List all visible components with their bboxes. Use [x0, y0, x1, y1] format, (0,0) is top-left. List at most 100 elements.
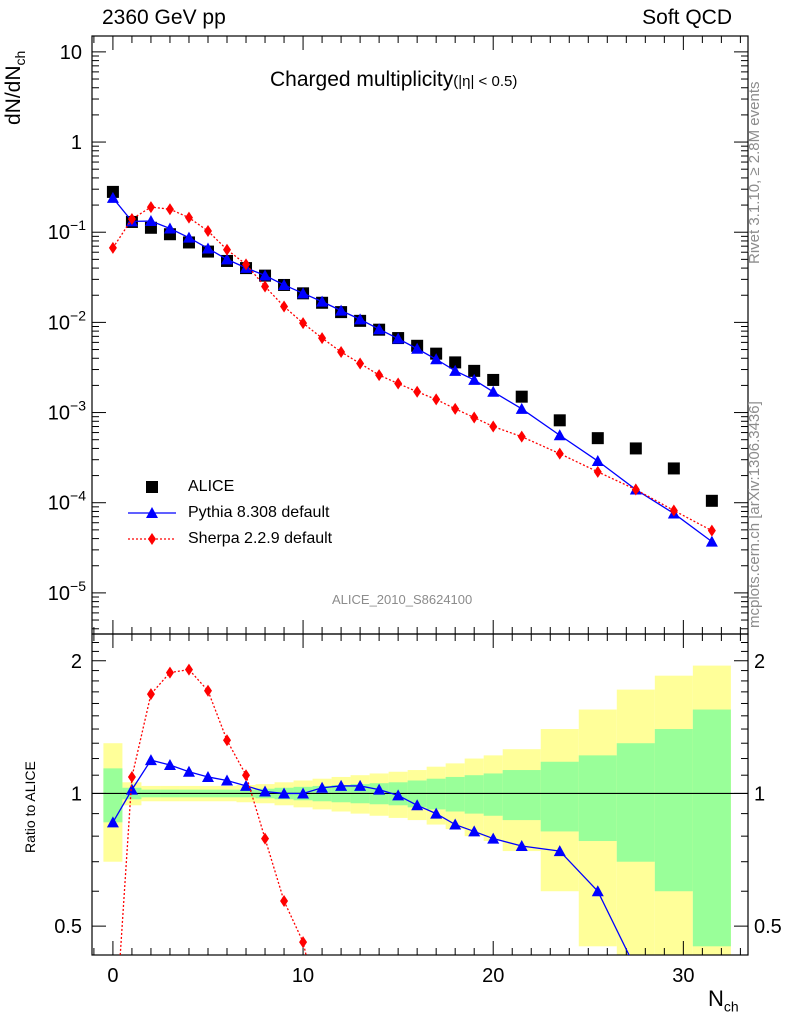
series-2-point — [280, 300, 289, 313]
series-1-point — [221, 253, 234, 265]
header-left: 2360 GeV pp — [102, 6, 226, 29]
y-axis-label-main: dN/dN — [2, 65, 25, 125]
series-2-point — [451, 402, 460, 415]
inner-band-bin — [483, 773, 503, 816]
x-axis-label: Nch — [708, 986, 739, 1014]
series-2-point — [223, 243, 232, 256]
series-2-point — [108, 241, 117, 254]
series-1-point — [487, 385, 500, 397]
ratio-series-0-point — [316, 781, 329, 793]
series-1-point — [297, 287, 310, 299]
ratio-series-0-point — [278, 787, 291, 799]
x-axis-label-sub: ch — [723, 998, 739, 1015]
series-2-point — [318, 332, 327, 345]
ratio-y-tick-label-left: 2 — [71, 651, 82, 673]
ratio-y-axis-label: Ratio to ALICE — [22, 761, 38, 853]
y-tick-label: 10−5 — [48, 578, 86, 605]
series-1-point — [553, 429, 566, 441]
x-tick-label: 20 — [482, 965, 504, 987]
legend-label-sherpa: Sherpa 2.2.9 default — [188, 530, 333, 547]
series-1-point — [515, 402, 528, 414]
ratio-series-0-point — [221, 774, 234, 786]
header-right: Soft QCD — [642, 6, 732, 29]
series-1-point — [163, 222, 176, 234]
inner-band-bin — [540, 761, 579, 832]
series-1-point — [259, 269, 272, 281]
series-2-point — [356, 357, 365, 370]
inner-band-bin — [616, 743, 655, 862]
ratio-series-0-point — [515, 839, 528, 851]
inner-band-bin — [692, 709, 731, 947]
y-tick-label: 10−1 — [48, 217, 86, 244]
ratio-series-0-point — [630, 963, 642, 974]
series-1-point — [373, 323, 386, 335]
ratio-series-0-point — [240, 779, 253, 791]
ratio-series-1-point — [280, 895, 289, 908]
inner-band-bin — [464, 775, 484, 814]
ratio-series-0-point — [201, 770, 214, 782]
series-2-point — [413, 385, 422, 398]
ratio-series-0-point — [392, 789, 405, 801]
legend-label-pythia: Pythia 8.308 default — [188, 504, 330, 521]
series-2-point — [631, 483, 640, 496]
series-2-point — [470, 411, 479, 424]
series-2-point — [517, 430, 526, 443]
ratio-series-1-point — [165, 666, 174, 679]
ratio-y-tick-label-right: 1 — [754, 783, 765, 805]
inner-band-bin — [426, 778, 446, 810]
series-1-point — [335, 304, 348, 316]
series-1-point — [278, 278, 291, 290]
series-2-point — [432, 393, 441, 406]
series-1-point — [354, 313, 367, 325]
series-0-point — [106, 185, 119, 198]
series-0-point — [515, 390, 528, 403]
inner-band-bin — [578, 755, 617, 842]
series-2-point — [555, 447, 564, 460]
legend-label-alice: ALICE — [188, 478, 235, 495]
series-0-point — [449, 356, 462, 369]
series-1-point — [705, 535, 718, 547]
ratio-series-0-point — [354, 779, 367, 791]
ratio-uncertainty-bands — [103, 665, 731, 955]
series-0-point — [667, 462, 680, 475]
series-0-point — [468, 364, 481, 377]
ratio-series-0-point — [297, 787, 310, 799]
chart-title-suffix: (|η| < 0.5) — [453, 73, 518, 90]
ratio-series-0-point — [411, 799, 424, 811]
series-2-point — [261, 280, 270, 293]
series-0-point — [553, 414, 566, 427]
x-axis-label-main: N — [708, 986, 724, 1011]
y-tick-label: 1 — [71, 132, 82, 154]
ratio-series-0-point — [182, 765, 195, 777]
inner-band-bin — [654, 729, 693, 892]
y-tick-label: 10−2 — [48, 307, 86, 334]
ratio-series-0-point — [430, 807, 443, 819]
series-1-point — [316, 295, 329, 307]
inner-band-bin — [103, 768, 123, 823]
series-2-point — [127, 213, 136, 226]
y-tick-label: 10−4 — [48, 488, 86, 515]
series-2-point — [489, 420, 498, 433]
ratio-plot-frame — [91, 633, 749, 956]
ratio-series-line-1 — [119, 668, 307, 955]
series-2-point — [375, 369, 384, 382]
rivet-version-text: Rivet 3.1.10, ≥ 2.8M events — [746, 81, 763, 265]
series-0-point — [629, 442, 642, 455]
inner-band-bin — [445, 776, 465, 812]
ratio-series-0-point — [468, 825, 481, 837]
ratio-series-0-point — [259, 785, 272, 797]
mcplots-reference-text: mcplots.cern.ch [arXiv:1306.3436] — [746, 401, 763, 628]
chart-title-main: Charged multiplicity — [270, 68, 454, 91]
ratio-series-0-point — [487, 832, 500, 844]
ratio-y-tick-label-left: 1 — [71, 783, 82, 805]
series-1-point — [468, 373, 481, 385]
series-1-point — [106, 191, 119, 203]
y-tick-label: 10 — [60, 42, 82, 64]
ratio-series-0-point — [591, 885, 604, 897]
series-0-point — [705, 494, 718, 507]
legend-marker-pythia — [146, 507, 158, 518]
series-2-point — [146, 201, 155, 214]
ratio-series-0-point — [449, 818, 462, 830]
x-tick-label: 30 — [672, 965, 694, 987]
